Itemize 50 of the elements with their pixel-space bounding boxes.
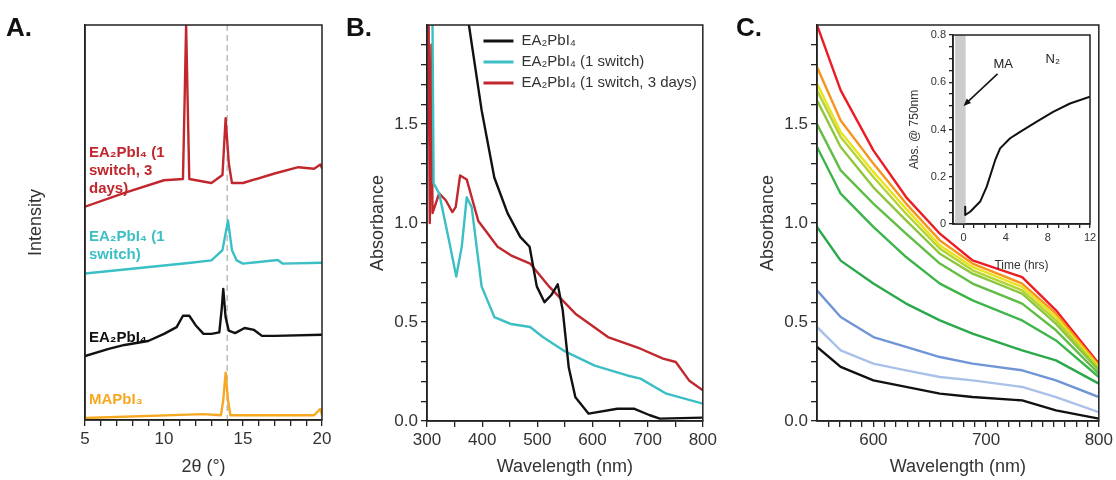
- y-axis-title: Abs. @ 750nm: [906, 89, 921, 170]
- y-tick-label: 1.0: [394, 212, 418, 232]
- x-axis-title: 2θ (°): [181, 456, 226, 477]
- y-tick-label: 0.5: [394, 311, 418, 331]
- y-tick-label: 1.5: [784, 113, 808, 133]
- series-label: EA₂PbI₄: [89, 328, 147, 346]
- y-tick-label: 0.5: [784, 311, 808, 331]
- x-tick-label: 700: [971, 429, 1001, 449]
- y-tick-label: 0.0: [784, 410, 808, 430]
- legend-label: EA₂PbI₄ (1 switch): [521, 52, 645, 70]
- y-axis-title: Absorbance: [756, 174, 777, 272]
- chart-title: B.: [346, 12, 372, 42]
- x-tick-label: 600: [578, 429, 607, 449]
- legend-label: EA₂PbI₄ (1 switch, 3 days): [521, 73, 697, 91]
- y-tick-label: 0.2: [930, 169, 946, 182]
- x-tick-label: 300: [412, 429, 442, 449]
- x-tick-label: 0: [960, 230, 967, 243]
- x-tick-label: 400: [467, 429, 497, 449]
- x-tick-label: 700: [633, 429, 662, 449]
- x-tick-label: 10: [154, 428, 174, 448]
- x-axis-title: Wavelength (nm): [496, 456, 634, 477]
- x-axis-title: Time (hrs): [994, 258, 1049, 273]
- y-tick-label: 0.8: [930, 28, 946, 41]
- x-tick-label: 600: [859, 429, 888, 449]
- x-tick-label: 15: [233, 428, 253, 448]
- y-axis-title: Intensity: [24, 188, 45, 257]
- x-tick-label: 8: [1044, 230, 1051, 243]
- y-tick-label: 1.5: [394, 113, 418, 133]
- x-tick-label: 800: [688, 429, 718, 449]
- y-tick-label: 0: [939, 217, 946, 230]
- x-tick-label: 500: [523, 429, 552, 449]
- y-tick-label: 0.6: [930, 75, 946, 88]
- y-tick-label: 0.0: [394, 410, 418, 430]
- x-tick-label: 800: [1084, 429, 1114, 449]
- y-tick-label: 1.0: [784, 212, 808, 232]
- y-tick-label: 0.4: [930, 122, 946, 135]
- chart-title: C.: [736, 12, 762, 42]
- x-axis-title: Wavelength (nm): [889, 456, 1027, 477]
- series-label: EA₂PbI₄ (1 switch): [89, 227, 165, 263]
- y-axis-title: Absorbance: [366, 174, 387, 272]
- annotation: MA: [993, 55, 1014, 71]
- series-label: MAPbI₃: [89, 390, 143, 408]
- x-tick-label: 20: [312, 428, 332, 448]
- x-tick-label: 12: [1083, 230, 1097, 243]
- chart-title: A.: [6, 12, 32, 42]
- x-tick-label: 5: [80, 428, 90, 448]
- x-tick-label: 4: [1002, 230, 1009, 243]
- annotation: N₂: [1045, 51, 1060, 66]
- legend-label: EA₂PbI₄: [521, 31, 576, 49]
- series-label: EA₂PbI₄ (1 switch, 3 days): [89, 142, 165, 196]
